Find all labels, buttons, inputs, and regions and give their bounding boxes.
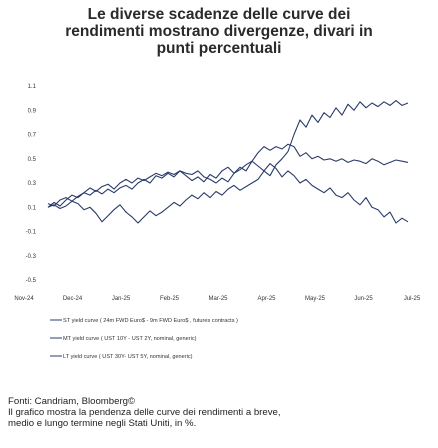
y-tick-label: -0.3 [26,254,37,260]
x-tick-label: Dec-24 [63,296,83,302]
chart-title-line-2: rendimenti mostrano divergenze, divari i… [65,23,373,40]
y-tick-label: 0.7 [28,133,37,139]
y-tick-label: -0.1 [26,230,37,236]
source-note: Fonti: Candriam, Bloomberg© [8,396,136,407]
legend-label: LT yield curve ( UST 30Y- UST 5Y, nomina… [63,354,193,360]
series-line-3 [47,160,409,224]
line-chart: 1.1 0.9 0.7 0.5 0.3 0.1 -0.1 -0.3 -0.5 Nov-24 Dec… [14,84,421,360]
series-line-1 [47,100,409,224]
x-axis-ticks: Nov-24 Dec-24 Jan-25 Feb-25 Mar-25 Apr-25 May-… [14,296,421,302]
chart-title-line-1: Le diverse scadenze delle curve dei [87,6,351,23]
chart-footer: Fonti: Candriam, Bloomberg© Il grafico m… [8,396,433,429]
x-tick-label: Nov-24 [14,296,34,302]
x-tick-label: Mar-25 [208,296,228,302]
x-tick-label: Jan-25 [112,296,131,302]
y-tick-label: -0.5 [26,278,37,284]
series-lines [47,100,409,224]
series-line-2 [47,143,409,208]
x-tick-label: Jun-25 [354,296,373,302]
y-tick-label: 0.1 [28,205,37,211]
y-tick-label: 0.9 [28,108,37,114]
y-axis-ticks: 1.1 0.9 0.7 0.5 0.3 0.1 -0.1 -0.3 -0.5 [26,84,37,284]
y-tick-label: 0.3 [28,181,37,187]
legend-label: MT yield curve ( UST 10Y - UST 2Y, nomin… [63,336,197,342]
x-tick-label: Jul-25 [404,296,421,302]
x-tick-label: Apr-25 [257,296,276,302]
legend-label: ST yield curve ( 24m FWD Euro$ - 9m FWD … [63,318,238,324]
chart-legend: ST yield curve ( 24m FWD Euro$ - 9m FWD … [50,318,238,360]
y-tick-label: 0.5 [28,157,37,163]
caption-line-2: medio e lungo termine negli Stati Uniti,… [8,418,197,429]
chart-title-line-3: punti percentuali [156,40,282,57]
y-tick-label: 1.1 [28,84,37,90]
x-tick-label: Feb-25 [160,296,180,302]
caption-line-1: Il grafico mostra la pendenza delle curv… [8,407,281,418]
chart-title: Le diverse scadenze delle curve dei rend… [0,6,438,57]
x-tick-label: May-25 [305,296,326,302]
